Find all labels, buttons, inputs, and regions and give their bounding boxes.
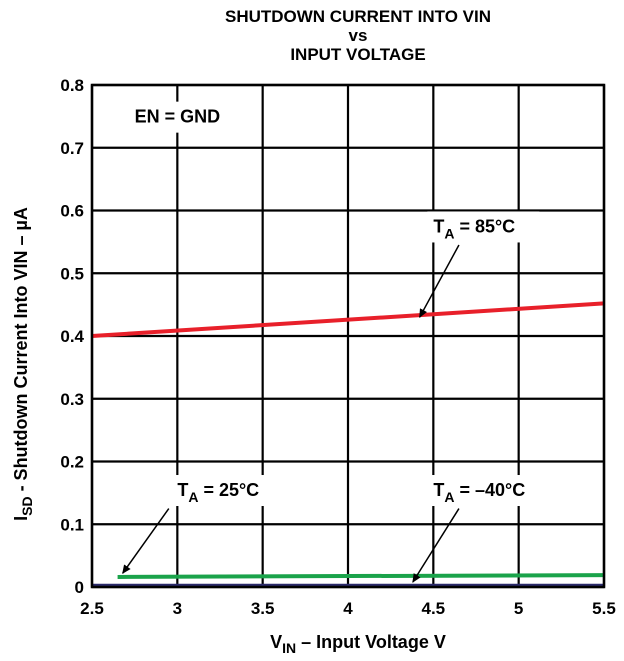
tick-labels: 2.5 3 3.5 4 4.5 5 5.5 0 0.1 0.2 0.3 0.4 0.5 0.6 0.7 0.8: [60, 76, 615, 618]
annotation-background: [427, 211, 540, 243]
x-axis-label: VIN – Input Voltage V: [270, 632, 446, 656]
annotation-background: [128, 101, 241, 133]
x-tick-label: 4: [343, 599, 353, 618]
annotation-rest: = –40°C: [454, 480, 525, 500]
annotation-arrow: [122, 508, 170, 575]
annotation-sub: A: [444, 225, 454, 241]
x-tick-label: 3.5: [251, 599, 275, 618]
y-axis-label-rest: - Shutdown Current Into VIN – µA: [11, 207, 31, 496]
y-tick-label: 0.5: [60, 264, 84, 283]
grid: [90, 83, 606, 589]
series-group: [91, 301, 605, 588]
annotation-main: T: [433, 216, 444, 236]
x-tick-label: 5.5: [592, 599, 616, 618]
x-axis-label-main: V: [270, 632, 282, 652]
annotation-arrow: [412, 508, 460, 583]
y-tick-label: 0.4: [60, 327, 84, 346]
chart-title: SHUTDOWN CURRENT INTO VIN vs INPUT VOLTA…: [225, 7, 491, 64]
x-tick-label: 4.5: [422, 599, 446, 618]
y-tick-label: 0: [75, 578, 84, 597]
y-tick-label: 0.1: [60, 515, 84, 534]
annotation-sub: A: [444, 489, 454, 505]
y-tick-label: 0.6: [60, 202, 84, 221]
y-tick-label: 0.2: [60, 453, 84, 472]
x-axis-label-rest: – Input Voltage V: [296, 632, 446, 652]
annotation-rest: = 25°C: [198, 480, 259, 500]
annotation-rest: = 85°C: [454, 216, 515, 236]
x-axis-label-sub: IN: [282, 640, 296, 656]
y-tick-label: 0.7: [60, 139, 84, 158]
x-tick-label: 5: [514, 599, 523, 618]
annotation-background: [427, 475, 556, 507]
annotation-en: EN = GND: [135, 107, 221, 127]
y-axis-label-main: I: [11, 516, 31, 521]
annotation-main: T: [433, 480, 444, 500]
x-tick-label: 2.5: [80, 599, 104, 618]
series-line-1: [91, 301, 605, 338]
annotation-main: T: [177, 480, 188, 500]
title-line-3: INPUT VOLTAGE: [290, 45, 425, 64]
y-tick-label: 0.3: [60, 390, 84, 409]
series-line-2: [117, 573, 605, 579]
y-axis-label-sub: SD: [19, 496, 35, 515]
annotation-sub: A: [188, 489, 198, 505]
annotation-background: [171, 475, 284, 507]
annotation-arrow: [419, 244, 460, 319]
annotation-t85: TA = 85°C: [433, 216, 515, 241]
annotation-t25: TA = 25°C: [177, 480, 259, 505]
y-tick-label: 0.8: [60, 76, 84, 95]
y-axis-label: ISD - Shutdown Current Into VIN – µA: [11, 207, 35, 521]
title-line-2: vs: [349, 26, 368, 45]
title-line-1: SHUTDOWN CURRENT INTO VIN: [225, 7, 491, 26]
plot-frame: [90, 83, 606, 589]
annotation-tm40: TA = –40°C: [433, 480, 525, 505]
x-tick-label: 3: [173, 599, 182, 618]
